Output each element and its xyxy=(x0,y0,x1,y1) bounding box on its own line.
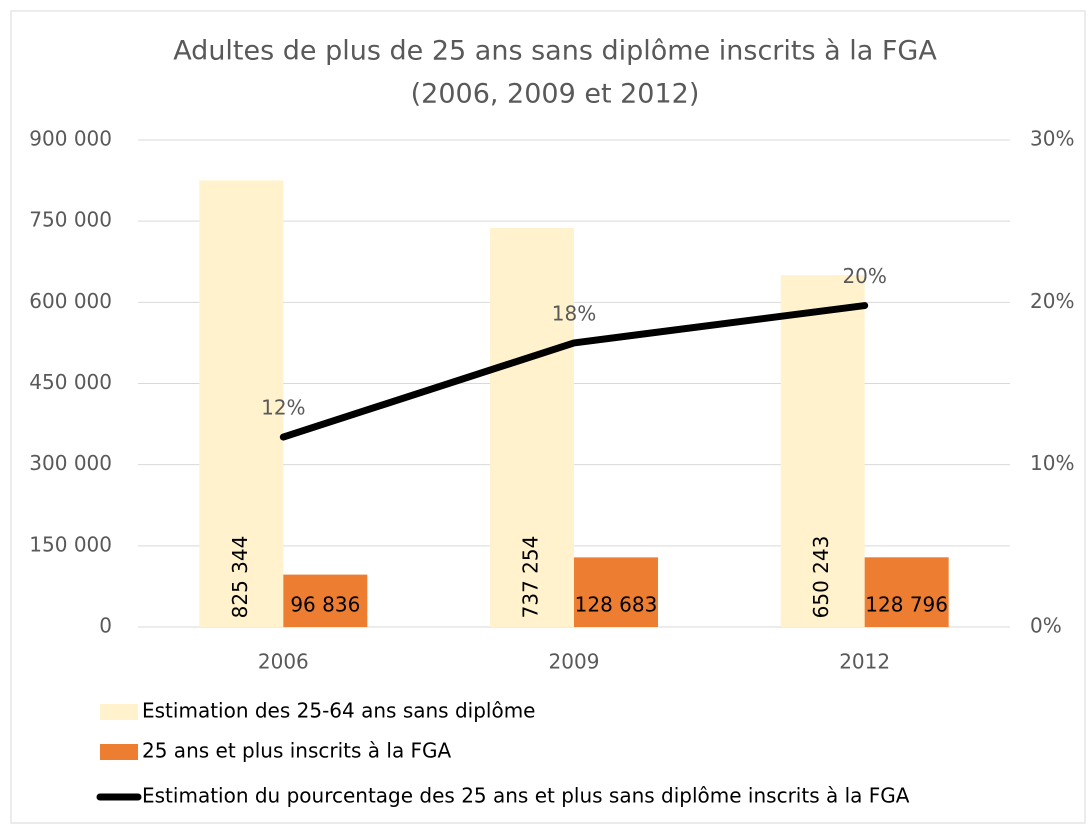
value-label: 96 836 xyxy=(290,593,360,617)
value-label: 18% xyxy=(552,301,596,325)
y-tick-label: 0 xyxy=(99,614,112,638)
legend-label: Estimation du pourcentage des 25 ans et … xyxy=(142,784,910,808)
bar xyxy=(574,557,658,627)
value-label: 825 344 xyxy=(228,536,252,619)
line xyxy=(279,302,869,441)
bar xyxy=(780,275,865,627)
y2-tick-label: 0% xyxy=(1030,614,1062,638)
bar xyxy=(199,180,284,627)
value-label: 128 683 xyxy=(575,593,658,617)
x-tick-label: 2009 xyxy=(549,650,600,674)
y2-tick-label: 30% xyxy=(1030,127,1074,151)
value-label: 128 796 xyxy=(865,593,948,617)
legend-label: Estimation des 25-64 ans sans diplôme xyxy=(142,699,535,723)
y-tick-label: 600 000 xyxy=(29,289,112,313)
value-label: 20% xyxy=(842,264,886,288)
value-label: 650 243 xyxy=(809,536,833,619)
bar xyxy=(864,557,949,627)
bar xyxy=(490,228,574,628)
y-tick-label: 750 000 xyxy=(29,208,112,232)
legend-swatch xyxy=(100,704,138,720)
y-tick-label: 900 000 xyxy=(29,127,112,151)
value-label: 12% xyxy=(261,396,305,420)
y-tick-label: 450 000 xyxy=(29,370,112,394)
legend-label: 25 ans et plus inscrits à la FGA xyxy=(142,739,452,763)
x-tick-label: 2012 xyxy=(839,650,890,674)
value-label: 737 254 xyxy=(519,536,543,619)
y-tick-label: 150 000 xyxy=(29,532,112,556)
y-tick-label: 300 000 xyxy=(29,451,112,475)
bar xyxy=(283,574,368,627)
legend-swatch xyxy=(100,744,138,760)
chart-title: Adultes de plus de 25 ans sans diplôme i… xyxy=(173,36,937,67)
x-tick-label: 2006 xyxy=(258,650,309,674)
y2-tick-label: 10% xyxy=(1030,451,1074,475)
y2-tick-label: 20% xyxy=(1030,289,1074,313)
chart-subtitle: (2006, 2009 et 2012) xyxy=(411,79,700,110)
